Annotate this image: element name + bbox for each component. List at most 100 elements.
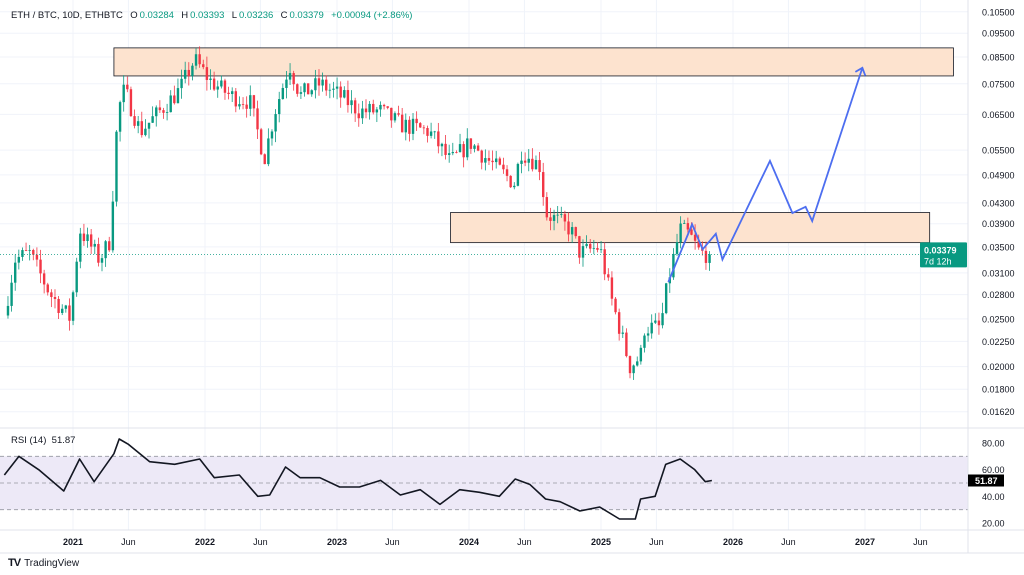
price-tick-label: 0.03900 <box>982 219 1015 229</box>
candle-body <box>661 313 664 326</box>
candle-body <box>274 114 277 132</box>
candle-body <box>596 247 599 250</box>
rsi-name: RSI (14) <box>11 435 47 446</box>
candle-body <box>17 256 21 263</box>
price-tick-label: 0.10500 <box>982 7 1015 17</box>
candle-body <box>531 158 534 170</box>
candle-body <box>169 95 172 113</box>
candle-body <box>89 234 93 247</box>
price-tick-label: 0.01620 <box>982 407 1015 417</box>
candle-body <box>523 160 527 163</box>
candle-body <box>129 89 133 117</box>
projection-path[interactable] <box>667 66 867 283</box>
candle-body <box>440 143 444 147</box>
candle-body <box>256 108 259 130</box>
candle-body <box>212 78 216 90</box>
candle-body <box>390 107 393 121</box>
candle-body <box>111 201 115 251</box>
candle-body <box>252 95 256 109</box>
price-tick-label: 0.05500 <box>982 146 1015 156</box>
candle-body <box>574 227 577 237</box>
candle-body <box>241 104 245 105</box>
candle-body <box>288 73 292 80</box>
candle-body <box>690 229 693 235</box>
candle-body <box>14 262 17 283</box>
candle-body <box>350 100 353 106</box>
symbol-title[interactable]: ETH / BTC, 10D, ETHBTC <box>11 10 123 21</box>
candle-body <box>86 234 89 242</box>
candle-body <box>285 79 288 88</box>
candle-body <box>675 242 679 254</box>
tradingview-logo[interactable]: TV TradingView <box>8 557 79 569</box>
time-tick-label: 2022 <box>195 537 215 547</box>
candle-body <box>614 298 617 313</box>
candle-body <box>310 90 313 95</box>
candle-body <box>686 223 690 230</box>
candle-body <box>328 89 332 91</box>
candle-body <box>115 131 118 202</box>
time-tick-label: Jun <box>649 537 664 547</box>
rsi-value-badge <box>968 474 1004 487</box>
price-tick-label: 0.01800 <box>982 385 1015 395</box>
candle-body <box>299 92 303 94</box>
candle-body <box>415 118 418 124</box>
candle-body <box>422 127 426 129</box>
candle-body <box>281 87 285 100</box>
candle-body <box>64 305 68 309</box>
projection-line <box>667 67 864 283</box>
candle-body <box>165 112 169 113</box>
candle-body <box>187 69 190 77</box>
candle-body <box>126 84 129 90</box>
candle-body <box>455 152 458 153</box>
candle-body <box>538 160 541 173</box>
candle-body <box>227 92 230 94</box>
candle-body <box>437 131 440 147</box>
rsi-tick-label: 80.00 <box>982 439 1005 449</box>
time-tick-label: Jun <box>781 537 796 547</box>
low-value: 0.03236 <box>239 10 274 21</box>
candle-body <box>632 365 635 374</box>
candle-body <box>556 214 559 216</box>
time-tick-label: Jun <box>253 537 268 547</box>
candle-body <box>429 131 433 136</box>
candle-body <box>133 116 136 126</box>
candle-body <box>10 282 13 306</box>
candle-body <box>654 320 657 323</box>
candle-body <box>325 79 328 91</box>
candle-body <box>183 69 187 79</box>
candle-body <box>353 100 357 114</box>
resistance-zones[interactable] <box>113 47 954 244</box>
candle-body <box>657 320 661 326</box>
candle-body <box>397 113 400 115</box>
rsi-legend[interactable]: RSI (14) 51.87 <box>11 435 75 446</box>
price-tick-label: 0.06500 <box>982 110 1015 120</box>
axes[interactable]: 0.10500 0.09500 0.08500 0.07500 0.06500 0.055… <box>0 0 1024 554</box>
candle-body <box>357 113 360 119</box>
candle-body <box>46 284 49 293</box>
candle-body <box>625 332 628 357</box>
candle-body <box>140 121 143 136</box>
candle-body <box>589 243 592 249</box>
candle-body <box>42 273 46 285</box>
candle-body <box>621 332 624 334</box>
candle-body <box>335 86 339 89</box>
rsi-line <box>3 438 713 520</box>
candle-body <box>451 152 454 154</box>
candle-body <box>578 236 581 258</box>
candle-body <box>552 215 556 221</box>
candle-body <box>108 241 111 251</box>
candle-body <box>513 185 516 188</box>
candle-body <box>346 90 350 106</box>
candle-body <box>502 164 505 170</box>
candle-body <box>386 106 389 108</box>
candle-body <box>6 305 10 316</box>
candle-body <box>639 347 643 362</box>
candle-body <box>245 104 248 109</box>
price-tick-label: 0.02000 <box>982 362 1015 372</box>
candle-body <box>520 160 523 164</box>
candle-body <box>158 107 162 111</box>
candle-body <box>599 249 603 251</box>
time-tick-label: 2023 <box>327 537 347 547</box>
time-tick-label: 2025 <box>591 537 611 547</box>
